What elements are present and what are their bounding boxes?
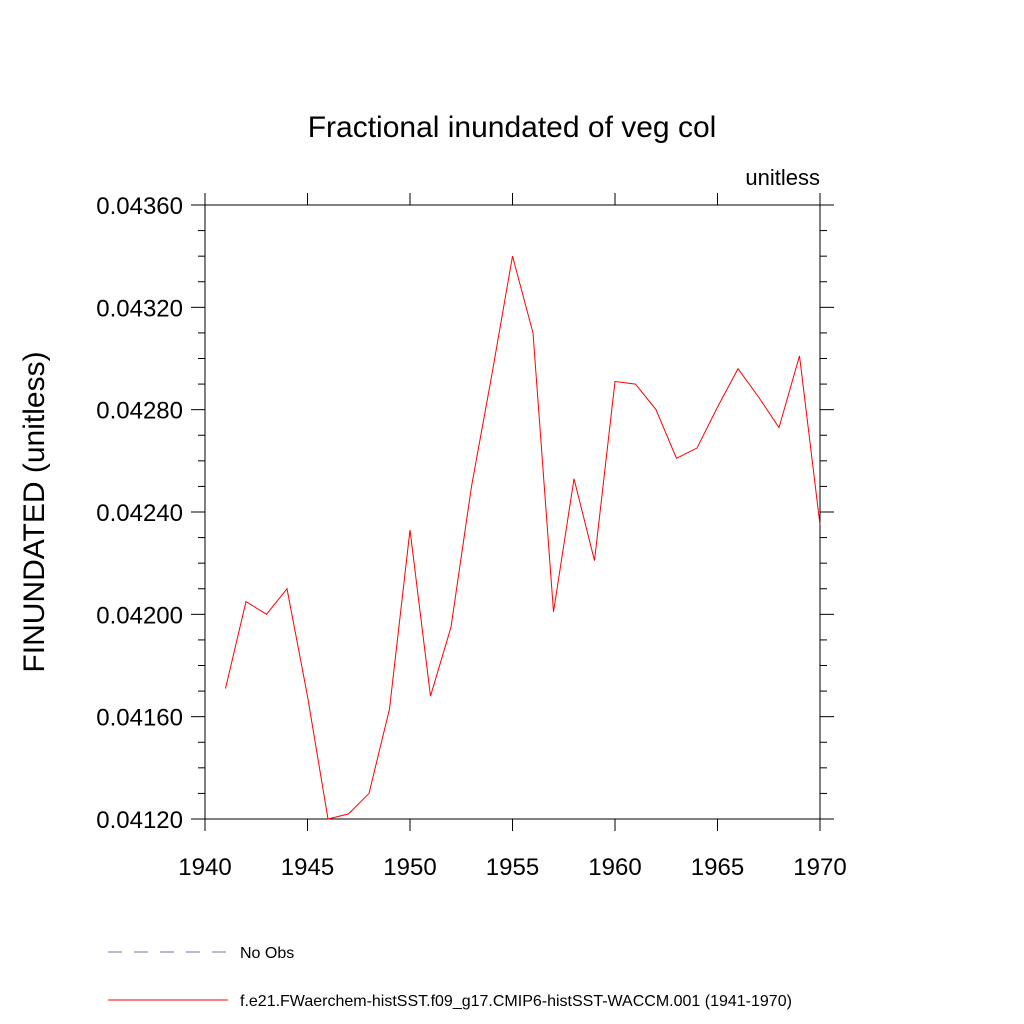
y-tick-label: 0.04160 xyxy=(96,705,183,732)
axes xyxy=(204,204,821,820)
x-tick-label: 1945 xyxy=(281,854,334,881)
units-label: unitless xyxy=(745,165,820,190)
plot-frame xyxy=(204,204,821,820)
data-series xyxy=(225,256,821,820)
y-tick-label: 0.04120 xyxy=(96,807,183,834)
y-tick-label: 0.04280 xyxy=(96,398,183,425)
y-axis-label: FINUNDATED (unitless) xyxy=(18,351,51,672)
y-tick-label: 0.04360 xyxy=(96,193,183,220)
legend-label: f.e21.FWaerchem-histSST.f09_g17.CMIP6-hi… xyxy=(240,993,792,1010)
x-tick-label: 1960 xyxy=(588,854,641,881)
legend: No Obs f.e21.FWaerchem-histSST.f09_g17.CM… xyxy=(108,945,792,1010)
legend-label: No Obs xyxy=(240,945,294,962)
x-tick-label: 1950 xyxy=(383,854,436,881)
x-tick-label: 1970 xyxy=(793,854,846,881)
y-tick-label: 0.04200 xyxy=(96,602,183,629)
y-tick-label: 0.04240 xyxy=(96,500,183,527)
x-tick-label: 1955 xyxy=(486,854,539,881)
y-tick-label: 0.04320 xyxy=(96,295,183,322)
x-tick-label: 1965 xyxy=(691,854,744,881)
x-tick-label: 1940 xyxy=(178,854,231,881)
y-axis-ticks: 0.04120 0.04160 0.04200 0.04240 0.04280 0.043… xyxy=(96,193,834,834)
series-line xyxy=(225,256,821,820)
x-axis-ticks: 1940 1945 1950 1955 1960 1965 1970 xyxy=(178,193,847,881)
chart-title: Fractional inundated of veg col xyxy=(308,111,717,144)
